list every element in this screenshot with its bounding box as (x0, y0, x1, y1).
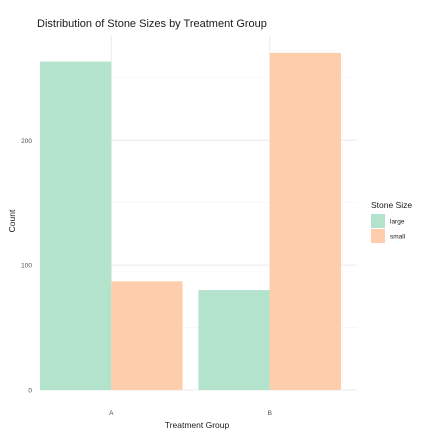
chart-title: Distribution of Stone Sizes by Treatment… (37, 18, 267, 30)
bar-small-A (111, 281, 183, 390)
y-axis-label: Count (7, 209, 17, 232)
y-axis-ticks: 0 100 200 (21, 138, 32, 395)
bar-large-B (198, 290, 270, 390)
y-tick-label: 0 (28, 388, 32, 395)
legend-label-large: large (390, 219, 405, 226)
bars (39, 52, 342, 390)
legend-swatch-small (371, 229, 385, 243)
legend-title: Stone Size (371, 200, 412, 210)
legend-label-small: small (390, 234, 406, 241)
x-axis-label: Treatment Group (165, 420, 230, 430)
legend: Stone Size large small (371, 200, 412, 243)
bar-small-B (269, 52, 342, 390)
y-tick-label: 100 (21, 263, 32, 270)
x-tick-label: A (109, 410, 114, 417)
x-tick-label: B (268, 410, 272, 417)
y-tick-label: 200 (21, 138, 32, 145)
bar-large-A (39, 61, 112, 390)
legend-swatch-large (371, 214, 385, 228)
